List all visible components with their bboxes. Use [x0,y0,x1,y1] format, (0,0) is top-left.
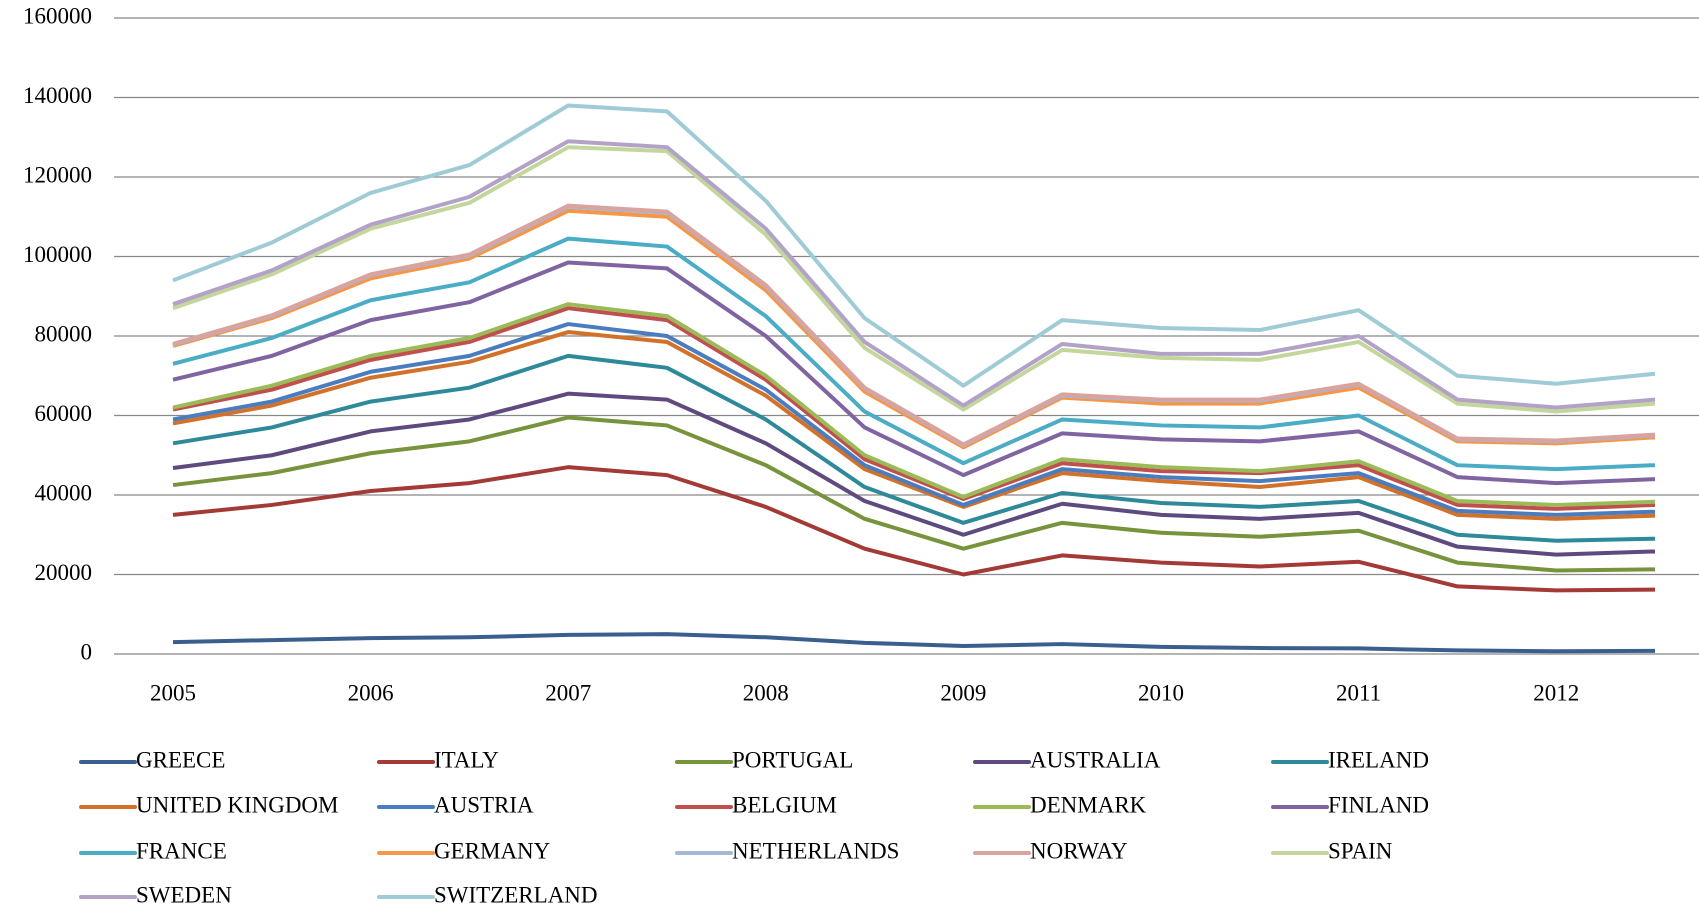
x-tick-label: 2008 [743,680,789,705]
series-line [172,330,1656,521]
legend-label: PORTUGAL [732,747,853,772]
series-line [172,302,1656,507]
x-tick-label: 2010 [1138,680,1184,705]
legend-label: SWITZERLAND [434,882,598,907]
y-tick-label: 20000 [35,560,93,585]
series-line [172,139,1656,410]
x-tick-label: 2012 [1533,680,1579,705]
series-line [172,260,1656,486]
y-tick-label: 60000 [35,401,93,426]
legend-label: DENMARK [1030,792,1147,817]
series-line [172,204,1656,448]
series-line [172,415,1656,573]
x-tick-label: 2007 [545,680,591,705]
legend-label: FINLAND [1328,792,1429,817]
series-line [172,353,1656,543]
legend-label: SPAIN [1328,838,1393,863]
legend-label: NETHERLANDS [732,838,899,863]
legend-label: IRELAND [1328,747,1429,772]
legend-label: BELGIUM [732,792,837,817]
legend-label: AUSTRALIA [1030,747,1161,772]
series-line [172,145,1656,414]
y-tick-label: 120000 [23,162,92,187]
series-line [172,465,1656,593]
series-line [172,306,1656,511]
y-tick-label: 160000 [23,3,92,28]
y-tick-label: 0 [81,639,93,664]
y-tick-label: 40000 [35,480,93,505]
legend-label: NORWAY [1030,838,1128,863]
series-line [172,236,1656,472]
x-tick-label: 2009 [940,680,986,705]
series-line [172,203,1656,447]
legend-label: UNITED KINGDOM [136,792,339,817]
legend-label: AUSTRIA [434,792,534,817]
y-tick-label: 140000 [23,83,92,108]
legend-label: ITALY [434,747,499,772]
series-line [172,103,1656,388]
legend-label: GERMANY [434,838,551,863]
x-tick-label: 2011 [1336,680,1381,705]
legend-label: GREECE [136,747,225,772]
series-line [172,208,1656,450]
series-line [172,322,1656,517]
y-tick-label: 100000 [23,242,92,267]
legend-label: SWEDEN [136,882,232,907]
series-line [172,632,1656,654]
y-tick-label: 80000 [35,321,93,346]
series-line [172,391,1656,557]
legend-label: FRANCE [136,838,227,863]
x-tick-label: 2005 [150,680,196,705]
x-tick-label: 2006 [348,680,394,705]
